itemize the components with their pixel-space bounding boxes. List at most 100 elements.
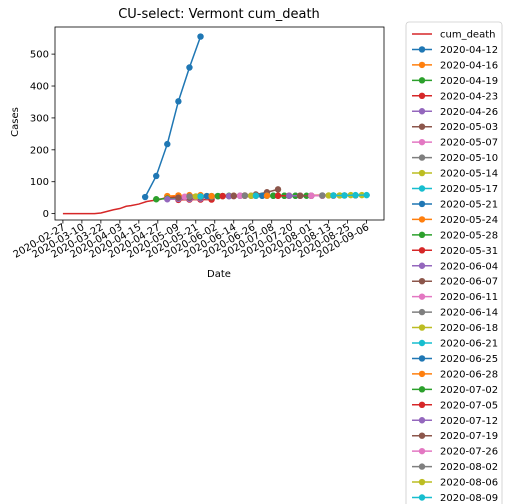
data-point [252, 192, 260, 199]
legend-marker [418, 216, 426, 223]
data-point [153, 196, 160, 203]
legend: cum_death 2020-04-12 2020-04-16 2020-04-19 2… [405, 21, 503, 504]
legend-marker [418, 293, 426, 300]
legend-marker [418, 339, 426, 347]
data-point [259, 192, 266, 199]
legend-label: 2020-06-14 [440, 308, 498, 319]
legend-label: 2020-04-12 [440, 45, 498, 56]
data-point [230, 192, 237, 199]
legend-marker [418, 432, 426, 439]
legend-marker [418, 231, 426, 239]
legend-label: 2020-06-21 [440, 339, 498, 350]
data-point [186, 193, 193, 200]
legend-marker [418, 92, 426, 100]
legend-item: 2020-06-14 [412, 308, 498, 319]
legend-marker [418, 123, 426, 130]
legend-item: 2020-05-17 [412, 184, 498, 195]
legend-label: 2020-07-05 [440, 400, 498, 411]
plot-frame [54, 26, 385, 221]
data-point [175, 98, 182, 105]
data-point [319, 192, 326, 199]
legend-marker [418, 108, 426, 115]
legend-item: 2020-08-06 [412, 478, 498, 489]
legend-item: 2020-06-18 [412, 323, 498, 334]
legend-label: 2020-05-31 [440, 246, 498, 257]
data-point [141, 193, 149, 201]
data-point [325, 192, 332, 199]
legend-item: cum_death [412, 30, 495, 41]
legend-item: 2020-07-02 [412, 385, 498, 396]
legend-item: 2020-04-16 [412, 60, 498, 71]
data-point [219, 192, 226, 200]
data-point [296, 192, 304, 199]
legend-item: 2020-04-12 [412, 45, 498, 56]
legend-marker [418, 386, 426, 393]
legend-label: cum_death [440, 30, 495, 41]
legend-item: 2020-08-09 [412, 493, 498, 504]
legend-marker [418, 185, 426, 192]
legend-item: 2020-04-23 [412, 91, 498, 102]
data-point [175, 194, 182, 201]
legend-item: 2020-05-21 [412, 199, 498, 210]
plot-area [62, 33, 370, 215]
legend-label: 2020-05-24 [440, 215, 498, 226]
legend-item: 2020-05-14 [412, 169, 498, 180]
legend-item: 2020-07-26 [412, 447, 498, 458]
legend-marker [418, 154, 426, 161]
legend-item: 2020-06-28 [412, 369, 498, 380]
legend-marker [418, 494, 426, 501]
chart-title: CU-select: Vermont cum_death [118, 7, 320, 22]
legend-item: 2020-06-07 [412, 277, 498, 288]
legend-marker [418, 169, 426, 177]
data-point [330, 192, 337, 199]
legend-item: 2020-06-21 [412, 339, 498, 350]
legend-item: 2020-05-28 [412, 230, 498, 241]
legend-item: 2020-06-11 [412, 292, 498, 303]
legend-label: 2020-04-16 [440, 60, 498, 71]
legend-marker [418, 247, 426, 254]
data-point [153, 172, 160, 180]
legend-marker [418, 308, 426, 316]
legend-item: 2020-07-19 [412, 431, 498, 442]
legend-label: 2020-05-07 [440, 138, 498, 149]
legend-marker [418, 138, 426, 146]
series-2020-04-12 [141, 33, 204, 201]
data-point [270, 192, 277, 199]
data-point [341, 192, 348, 199]
legend-marker [418, 447, 426, 455]
data-point [164, 140, 171, 148]
legend-label: 2020-05-10 [440, 153, 498, 164]
legend-label: 2020-06-28 [440, 369, 498, 380]
data-point [203, 192, 211, 200]
x-axis: 2020-02-272020-03-102020-03-222020-04-03… [12, 220, 371, 261]
data-point [247, 192, 255, 199]
legend-label: 2020-04-19 [440, 76, 498, 87]
legend-label: 2020-08-06 [440, 478, 498, 489]
legend-marker [418, 417, 426, 424]
y-axis: 0 100 200 300 400 500 [30, 50, 55, 220]
legend-label: 2020-07-12 [440, 416, 498, 427]
legend-label: 2020-04-26 [440, 107, 498, 118]
data-point [236, 192, 244, 199]
legend-marker [418, 355, 426, 362]
legend-marker [418, 401, 426, 408]
data-point [352, 191, 359, 199]
y-tick-label: 200 [30, 145, 49, 156]
y-tick-label: 100 [30, 177, 49, 188]
legend-marker [418, 370, 426, 378]
legend-label: 2020-07-26 [440, 447, 498, 458]
data-point [197, 193, 204, 200]
data-point [241, 192, 249, 199]
legend-label: 2020-05-03 [440, 122, 498, 133]
legend-label: 2020-08-09 [440, 493, 498, 504]
legend-item: 2020-06-25 [412, 354, 498, 365]
legend-label: 2020-08-02 [440, 462, 498, 473]
legend-marker [418, 46, 426, 53]
y-axis-label: Cases [10, 107, 21, 137]
legend-item: 2020-04-26 [412, 107, 498, 118]
legend-item: 2020-07-12 [412, 416, 498, 427]
legend-label: 2020-07-02 [440, 385, 498, 396]
legend-label: 2020-05-14 [440, 169, 498, 180]
legend-label: 2020-06-25 [440, 354, 498, 365]
